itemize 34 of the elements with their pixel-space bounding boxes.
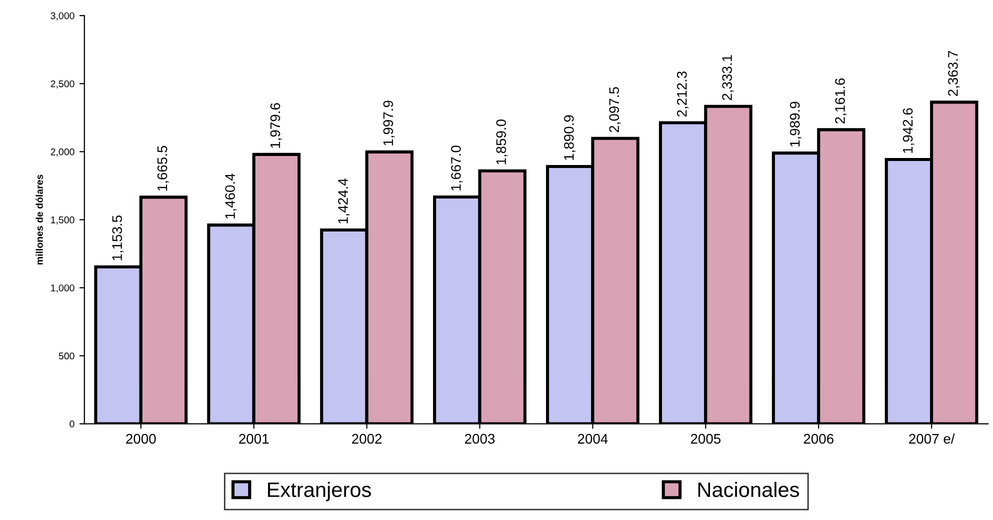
x-tick-label: 2006 <box>804 434 834 444</box>
data-label: 1,942.6 <box>902 108 914 153</box>
data-label: 1,989.9 <box>790 102 802 146</box>
y-tick-label: 1,000 <box>51 284 74 292</box>
data-label: 1,859.0 <box>496 120 508 164</box>
y-tick-label: 3,000 <box>50 12 74 20</box>
data-label: 2,097.5 <box>609 87 621 132</box>
data-label: 2,212.3 <box>676 71 688 117</box>
x-tick-label: 2004 <box>578 434 608 444</box>
data-label: 1,424.4 <box>338 178 350 224</box>
data-label: 1,997.9 <box>383 100 395 146</box>
data-label: 1,979.6 <box>270 103 282 148</box>
y-tick-label: 2,000 <box>50 148 74 156</box>
y-axis-title: millones de dólares <box>36 174 43 264</box>
legend-label: Extranjeros <box>268 482 371 502</box>
data-label: 2,333.1 <box>722 55 734 100</box>
data-label: 1,460.4 <box>225 174 237 218</box>
data-label: 2,363.7 <box>948 50 960 96</box>
x-tick-label: 2002 <box>352 434 382 444</box>
x-tick-label: 2000 <box>126 434 156 444</box>
y-tick-label: 500 <box>58 352 74 360</box>
x-tick-label: 2003 <box>464 434 495 444</box>
data-label: 2,161.6 <box>835 78 847 124</box>
data-label: 1,890.9 <box>564 115 576 160</box>
y-tick-label: 0 <box>70 420 74 428</box>
y-tick-label: 2,500 <box>50 80 74 88</box>
data-label: 1,667.0 <box>451 146 463 190</box>
x-tick-label: 2007 e/ <box>909 434 955 444</box>
y-tick-label: 1,500 <box>51 216 74 224</box>
data-label: 1,665.5 <box>157 146 169 191</box>
legend-label: Nacionales <box>698 482 799 498</box>
x-tick-label: 2005 <box>690 434 721 444</box>
x-tick-label: 2001 <box>239 434 269 444</box>
data-label: 1,153.5 <box>112 216 124 260</box>
